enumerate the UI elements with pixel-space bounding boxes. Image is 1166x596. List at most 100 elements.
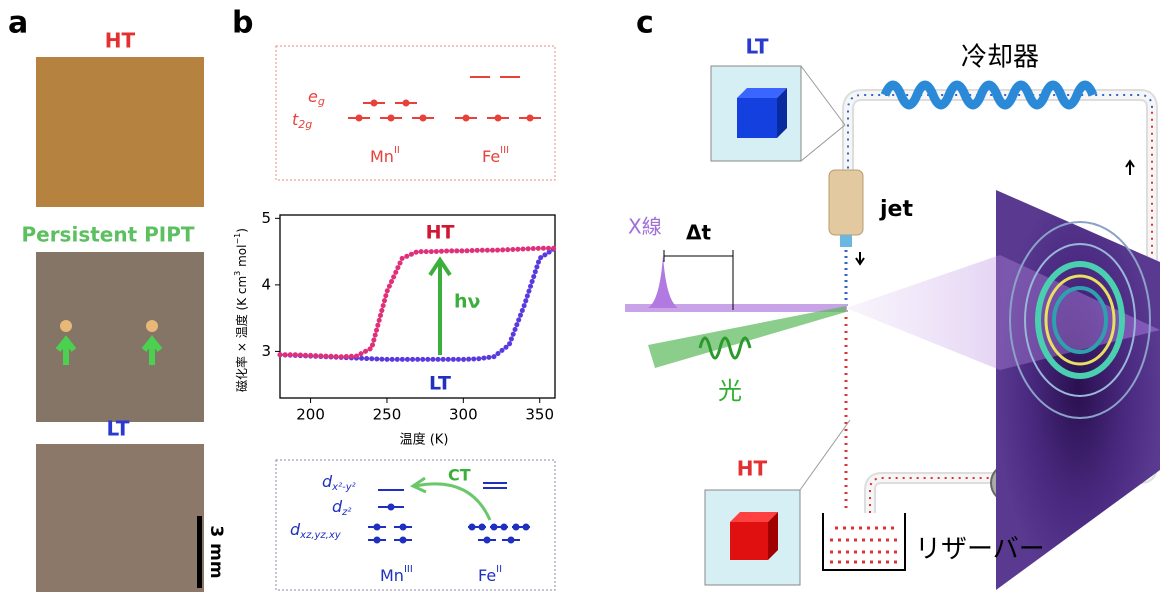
text-part: II: [496, 564, 502, 575]
label: jet: [879, 197, 913, 222]
ion-label: FeIII: [482, 145, 509, 166]
excitation-arrow: [430, 260, 450, 355]
annotation: LT: [429, 373, 451, 395]
label: 冷却器: [961, 43, 1039, 73]
flow-arrow: [856, 252, 864, 264]
label: dx²-y²: [322, 472, 356, 494]
label: リザーバー: [915, 535, 1045, 565]
label: dxz,yz,xy: [290, 520, 342, 542]
figure: a HT Persistent PIPT LT 3 mm b eg t2g Mn…: [0, 0, 1166, 592]
shape: [374, 537, 381, 544]
shape: [388, 504, 395, 511]
shape: [388, 115, 395, 122]
shape: [495, 115, 502, 122]
text-part: 2g: [298, 118, 312, 131]
text-part: Fe: [482, 147, 500, 166]
level-labels: eg t2g: [292, 87, 325, 132]
text-part: Fe: [478, 566, 496, 585]
page: a HT Persistent PIPT LT 3 mm b eg t2g Mn…: [0, 0, 1166, 596]
annotation: HT: [426, 222, 455, 244]
shape: [501, 524, 508, 531]
shape: [513, 524, 520, 531]
shape: [479, 524, 486, 531]
panel-label: a: [8, 6, 28, 41]
photo: [36, 57, 204, 207]
shape: [523, 524, 530, 531]
ion-label: FeII: [478, 564, 502, 585]
plot-frame: [280, 215, 555, 398]
scale-label: 3 mm: [206, 525, 226, 578]
photo: [36, 444, 204, 592]
photo-label: Persistent PIPT: [21, 223, 194, 247]
annotation: hν: [454, 291, 481, 313]
text-part: xz,yz,xy: [299, 530, 342, 541]
text-part: ): [235, 228, 249, 233]
x-tick-label: 350: [525, 406, 554, 424]
label: eg: [308, 87, 325, 109]
text-part: g: [318, 95, 325, 108]
cube: [730, 522, 768, 560]
connector: [801, 66, 845, 161]
text-part: 磁化率 × 温度 (K cm: [234, 276, 249, 392]
shape: [400, 537, 407, 544]
nozzle-tip: [840, 235, 852, 247]
scale-bar: [197, 516, 202, 588]
shape: [368, 483, 530, 540]
electrons: [374, 504, 530, 544]
label: dz²: [332, 497, 351, 519]
shape: [374, 524, 381, 531]
y-tick-label: 4: [261, 275, 271, 293]
shape: [527, 115, 534, 122]
curve: [280, 248, 555, 356]
label: t2g: [292, 110, 312, 132]
x-ray-pulse: [648, 255, 678, 308]
level-labels: dx²-y² dz² dxz,yz,xy: [290, 472, 356, 542]
photo-label: LT: [106, 417, 129, 441]
y-tick-label: 3: [261, 342, 271, 360]
shape: [403, 100, 410, 107]
label: Δt: [686, 221, 711, 245]
state-label: LT: [745, 35, 768, 59]
jet-nozzle: [829, 170, 863, 235]
label: X線: [628, 215, 662, 239]
photo-label: HT: [105, 29, 136, 53]
shape: [469, 524, 476, 531]
text-part: III: [404, 564, 413, 575]
box: [276, 46, 555, 180]
text-part: Mn: [370, 147, 394, 166]
x-tick-label: 300: [449, 406, 478, 424]
state-label: HT: [737, 457, 768, 481]
shape: [400, 524, 407, 531]
text-part: Mn: [380, 566, 404, 585]
ion-label: MnIII: [380, 564, 413, 585]
text-part: x²-y²: [331, 482, 355, 493]
x-tick-label: 200: [296, 406, 325, 424]
shape: [371, 100, 378, 107]
text-part: III: [500, 145, 509, 156]
curve: [280, 248, 555, 359]
x-axis-label: 温度 (K): [400, 432, 449, 448]
photo: [36, 252, 204, 422]
text-part: −1: [233, 233, 242, 245]
x-tick-label: 250: [373, 406, 402, 424]
delay-marker: [664, 250, 733, 310]
annotation: CT: [448, 466, 471, 485]
shape: [491, 524, 498, 531]
shape: [484, 537, 491, 544]
cube: [737, 98, 777, 138]
text-part: mol: [235, 245, 249, 271]
text-part: e: [308, 87, 318, 106]
panel-label: c: [636, 6, 654, 41]
light-beam: [648, 306, 846, 368]
text-part: II: [394, 145, 400, 156]
panel-label: b: [232, 6, 253, 41]
shape: [463, 115, 470, 122]
flow-arrow: [1126, 161, 1134, 175]
connector: [800, 420, 850, 490]
shape: [508, 537, 515, 544]
detector: [996, 190, 1160, 590]
shape: [348, 77, 541, 118]
y-tick-label: 5: [261, 209, 271, 227]
spot: [146, 320, 158, 332]
ion-label: MnII: [370, 145, 400, 166]
